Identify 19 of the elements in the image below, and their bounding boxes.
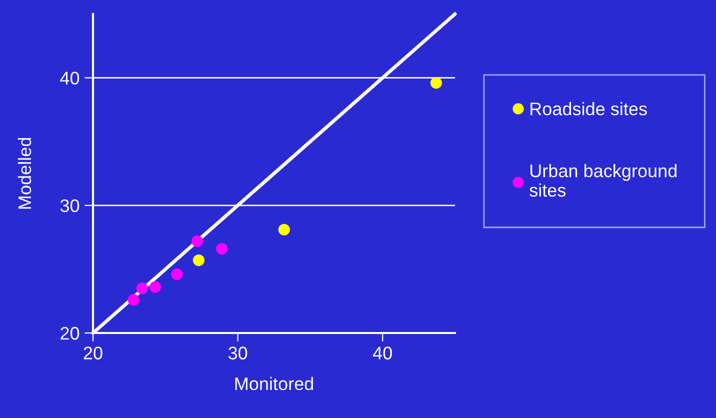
- point: [128, 294, 140, 306]
- point: [149, 281, 162, 293]
- x-tick-label: 40: [372, 346, 392, 360]
- point: [278, 224, 290, 236]
- legend-label: Roadside sites: [530, 102, 647, 116]
- point: [136, 282, 148, 294]
- legend-label: Urban background sites: [530, 164, 676, 197]
- point: [430, 77, 442, 89]
- y-tick-label: 20: [60, 326, 80, 340]
- y-axis-title: Modelled: [18, 138, 32, 209]
- point: [192, 254, 205, 266]
- point: [191, 235, 204, 247]
- x-tick-label: 30: [228, 346, 248, 360]
- point: [216, 242, 228, 255]
- y-tick-label: 30: [60, 199, 80, 212]
- y-tick-label: 40: [60, 72, 80, 85]
- x-axis-title: Monitored: [235, 376, 313, 390]
- point: [171, 268, 183, 280]
- x-tick-label: 20: [84, 346, 102, 360]
